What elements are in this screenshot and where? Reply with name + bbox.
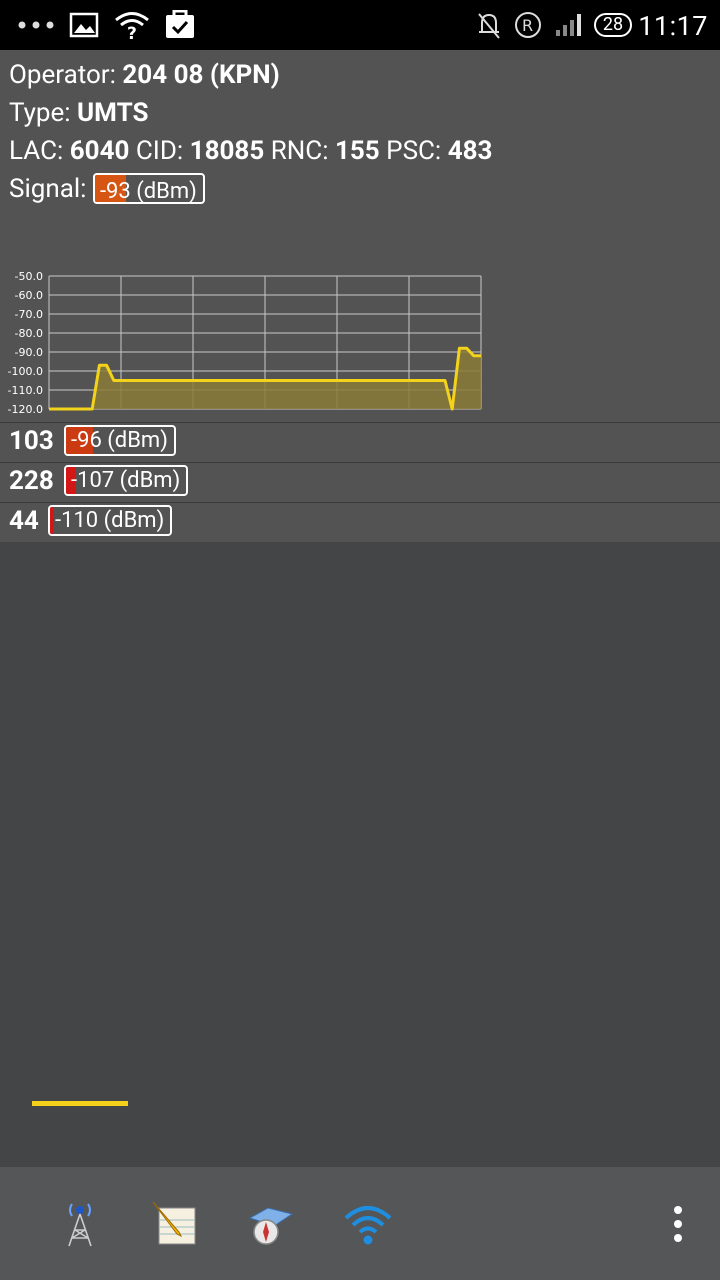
- notepad-icon: [152, 1201, 196, 1244]
- compass-map-icon: [248, 1206, 294, 1245]
- neighbor-meter: -107 (dBm): [64, 465, 189, 496]
- neighbor-meter-text: -110 (dBm): [55, 508, 165, 533]
- operator-line: Operator: 204 08 (KPN): [9, 60, 280, 90]
- series-line: [49, 346, 481, 411]
- signal-line: Signal: -93 (dBm): [9, 172, 205, 204]
- overflow-menu-icon[interactable]: [658, 1167, 698, 1280]
- bell-off-icon: [474, 0, 504, 50]
- neighbor-meter-text: -96 (dBm): [71, 428, 168, 453]
- type-value: UMTS: [77, 98, 149, 128]
- overflow-dot: [674, 1205, 682, 1214]
- y-tick-label: -60.0: [15, 289, 43, 302]
- neighbor-row[interactable]: 103 -96 (dBm): [0, 422, 720, 462]
- neighbor-meter: -96 (dBm): [64, 425, 176, 456]
- y-tick-label: -50.0: [15, 270, 43, 283]
- tab-cell-tower[interactable]: [32, 1167, 128, 1280]
- neighbor-row[interactable]: 44 -110 (dBm): [0, 502, 720, 542]
- wifi-question-icon: ?: [112, 0, 152, 50]
- y-tick-label: -100.0: [8, 365, 43, 378]
- operator-value: 204 08 (KPN): [122, 60, 280, 90]
- neighbor-meter-fill: [66, 427, 93, 454]
- y-tick-label: -70.0: [15, 308, 43, 321]
- clock: 11:17: [638, 10, 708, 42]
- tab-map[interactable]: [224, 1167, 320, 1280]
- neighbor-meter-fill: [66, 467, 76, 494]
- series-area: [49, 348, 481, 409]
- more-dots-icon: [14, 0, 58, 50]
- selected-tab-indicator: [32, 1101, 128, 1106]
- signal-history-chart: -50.0 -60.0 -70.0 -80.0 -90.0 -100.0 -110.0 -12…: [8, 270, 482, 416]
- y-tick-label: -110.0: [8, 384, 43, 397]
- cell-tower-icon: [68, 1202, 92, 1246]
- signal-label: Signal:: [9, 174, 93, 204]
- y-tick-label: -80.0: [15, 327, 43, 340]
- tab-wifi[interactable]: [320, 1167, 416, 1280]
- operator-label: Operator:: [9, 60, 123, 90]
- type-label: Type:: [9, 98, 78, 128]
- type-line: Type: UMTS: [9, 98, 149, 128]
- rnc-value: 155: [334, 136, 380, 166]
- image-icon: [68, 0, 100, 50]
- svg-text:?: ?: [127, 24, 137, 40]
- overflow-dot: [674, 1219, 682, 1228]
- wifi-icon: [344, 1205, 392, 1244]
- y-tick-label: -120.0: [8, 403, 43, 416]
- lac-value: 6040: [69, 136, 130, 166]
- neighbor-psc: 44: [9, 506, 39, 536]
- roaming-r-icon: R: [512, 0, 544, 50]
- psc-label: PSC:: [379, 136, 448, 166]
- cell-info-panel: Operator: 204 08 (KPN) Type: UMTS LAC: 6…: [0, 50, 720, 440]
- neighbor-meter: -110 (dBm): [48, 505, 173, 536]
- neighbor-psc: 228: [9, 466, 54, 496]
- tab-notes[interactable]: [128, 1167, 224, 1280]
- rnc-label: RNC:: [264, 136, 335, 166]
- neighbor-row[interactable]: 228 -107 (dBm): [0, 462, 720, 502]
- cid-label: CID:: [129, 136, 190, 166]
- lac-label: LAC:: [9, 136, 70, 166]
- signal-meter: -93 (dBm): [92, 172, 205, 204]
- battery-icon: 28: [594, 13, 632, 37]
- neighbor-meter-fill: [50, 507, 54, 534]
- bottom-navigation: [0, 1167, 720, 1280]
- overflow-dot: [674, 1233, 682, 1242]
- psc-value: 483: [447, 136, 493, 166]
- neighbor-psc: 103: [9, 426, 54, 456]
- signal-meter-text: -93 (dBm): [99, 178, 197, 204]
- clipboard-check-icon: [162, 0, 198, 50]
- cell-signal-icon: [552, 0, 586, 50]
- svg-text:R: R: [522, 16, 533, 35]
- status-bar: ? R 28 11:17: [0, 0, 720, 50]
- y-tick-label: -90.0: [15, 346, 43, 359]
- signal-meter-fill: [94, 174, 127, 202]
- cid-value: 18085: [189, 136, 265, 166]
- cell-id-line: LAC: 6040 CID: 18085 RNC: 155 PSC: 483: [9, 136, 492, 166]
- neighbor-meter-text: -107 (dBm): [71, 468, 181, 493]
